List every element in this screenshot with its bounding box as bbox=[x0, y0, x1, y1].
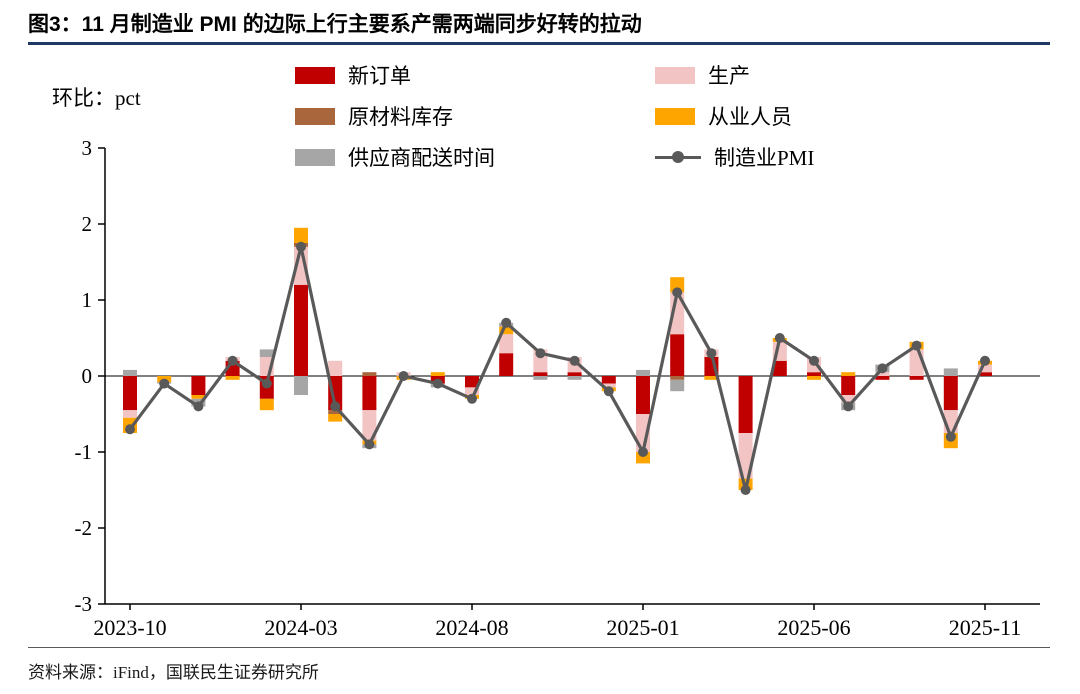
pmi-line-marker-icon bbox=[655, 151, 701, 163]
svg-text:-1: -1 bbox=[75, 440, 93, 464]
svg-text:-2: -2 bbox=[75, 516, 93, 540]
legend-item-new-orders[interactable]: 新订单 bbox=[295, 63, 655, 88]
pmi-line bbox=[125, 241, 990, 495]
employment-swatch-icon bbox=[655, 107, 695, 125]
supplier-delivery-swatch-icon bbox=[295, 148, 335, 166]
svg-text:2025-11: 2025-11 bbox=[949, 615, 1022, 640]
chart-title: 图3：11 月制造业 PMI 的边际上行主要系产需两端同步好转的拉动 bbox=[28, 13, 642, 36]
svg-text:0: 0 bbox=[82, 364, 93, 388]
footer-divider bbox=[28, 647, 1050, 648]
legend-label-new-orders: 新订单 bbox=[348, 64, 411, 88]
legend-item-production[interactable]: 生产 bbox=[655, 63, 814, 88]
svg-text:2024-03: 2024-03 bbox=[264, 615, 337, 640]
svg-text:-3: -3 bbox=[75, 592, 93, 616]
chart-legend: 新订单 生产 原材料库存 从业人员 供应商配送时间 制造业PMI bbox=[295, 63, 815, 170]
title-underline bbox=[28, 42, 1050, 45]
svg-text:2023-10: 2023-10 bbox=[93, 615, 166, 640]
pmi-line-dot-icon bbox=[672, 151, 684, 163]
bars-layer bbox=[123, 227, 992, 490]
legend-item-raw-materials[interactable]: 原材料库存 bbox=[295, 104, 655, 129]
svg-text:1: 1 bbox=[82, 288, 93, 312]
svg-text:2024-08: 2024-08 bbox=[435, 615, 508, 640]
y-axis-unit-label: 环比：pct bbox=[52, 86, 141, 110]
legend-item-employment[interactable]: 从业人员 bbox=[655, 104, 814, 129]
source-note: 资料来源：iFind，国联民生证券研究所 bbox=[28, 663, 319, 682]
new-orders-swatch-icon bbox=[295, 66, 335, 84]
legend-item-pmi-line[interactable]: 制造业PMI bbox=[655, 145, 815, 170]
svg-text:3: 3 bbox=[82, 136, 93, 160]
legend-label-pmi: 制造业PMI bbox=[714, 146, 815, 170]
raw-materials-swatch-icon bbox=[295, 107, 335, 125]
svg-text:2: 2 bbox=[82, 212, 93, 236]
legend-label-supplier-delivery: 供应商配送时间 bbox=[348, 146, 495, 170]
legend-label-production: 生产 bbox=[708, 64, 750, 88]
legend-item-supplier-delivery[interactable]: 供应商配送时间 bbox=[295, 145, 655, 170]
production-swatch-icon bbox=[655, 66, 695, 84]
legend-label-raw-materials: 原材料库存 bbox=[348, 105, 453, 129]
legend-label-employment: 从业人员 bbox=[708, 105, 792, 129]
svg-text:2025-01: 2025-01 bbox=[606, 615, 679, 640]
svg-text:2025-06: 2025-06 bbox=[777, 615, 850, 640]
